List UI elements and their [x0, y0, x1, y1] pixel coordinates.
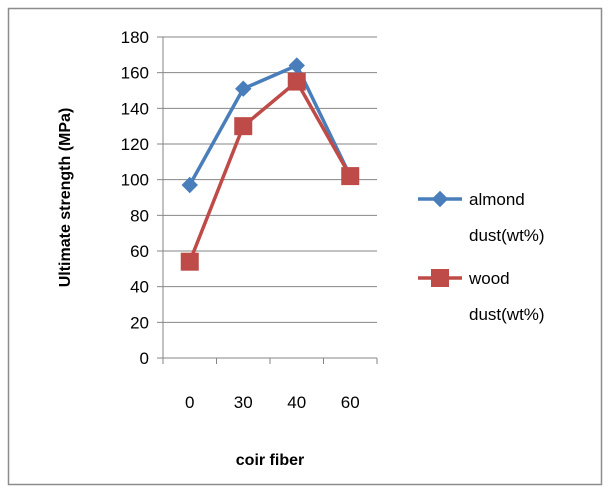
- data-point: [180, 252, 199, 271]
- legend-marker: [431, 190, 449, 208]
- y-tick-label: 20: [130, 313, 149, 332]
- data-point: [341, 167, 360, 186]
- y-tick-label: 80: [130, 206, 149, 225]
- legend-label: dust(wt%): [469, 226, 545, 245]
- y-tick-label: 40: [130, 278, 149, 297]
- x-tick-label: 0: [185, 393, 194, 412]
- series-line: [188, 63, 352, 186]
- gridlines: [163, 36, 377, 323]
- x-tick-label: 30: [234, 393, 253, 412]
- legend-item-2: wood dust(wt%): [418, 269, 545, 324]
- legend: almond dust(wt%) wood dust(wt%): [418, 190, 545, 324]
- data-point: [234, 117, 253, 136]
- series-line: [188, 79, 352, 263]
- data-point: [235, 80, 252, 97]
- legend-marker: [431, 269, 449, 287]
- data-point: [181, 176, 198, 194]
- x-tick-label: 60: [341, 393, 360, 412]
- x-tick-label: 40: [287, 393, 306, 412]
- legend-item-1: almond dust(wt%): [418, 190, 545, 245]
- legend-label: almond: [469, 190, 525, 209]
- x-tick-labels: 0 30 40 60: [185, 393, 360, 412]
- y-tick-labels: 0 20 40 60 80 100 120 140 160 180: [121, 28, 149, 368]
- y-tick-label: 120: [121, 135, 149, 154]
- y-tick-label: 0: [140, 349, 149, 368]
- x-axis-label: coir fiber: [236, 452, 304, 469]
- y-tick-label: 160: [121, 64, 149, 83]
- series-2: [180, 72, 360, 271]
- series: [180, 57, 360, 271]
- y-axis-label: Ultimate strength (MPa): [57, 108, 74, 288]
- y-tick-label: 60: [130, 242, 149, 261]
- y-tick-label: 100: [121, 171, 149, 190]
- y-tick-label: 140: [121, 99, 149, 118]
- legend-label: dust(wt%): [469, 305, 545, 324]
- legend-label: wood: [468, 269, 510, 288]
- data-point: [287, 72, 306, 91]
- axes: [157, 36, 378, 364]
- y-tick-label: 180: [121, 28, 149, 47]
